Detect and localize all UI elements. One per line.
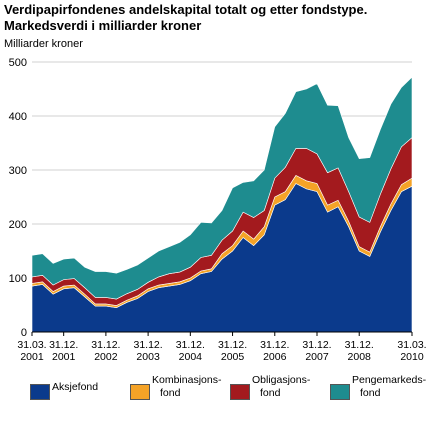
chart-axes: 010020030040050031.03.200131.12.200131.1… <box>9 57 427 363</box>
y-tick-label: 400 <box>9 111 27 123</box>
legend-label-aksjefond: Aksjefond <box>52 381 99 393</box>
x-tick-label: 31.12. <box>176 339 205 351</box>
stacked-area-chart: 010020030040050031.03.200131.12.200131.1… <box>9 57 427 363</box>
chart-areas <box>31 76 413 333</box>
x-tick-label: 31.12. <box>302 339 331 351</box>
legend-swatch-aksjefond <box>30 384 50 400</box>
legend-swatch-kombinasjonsfond <box>130 384 150 400</box>
x-tick-label: 2008 <box>348 351 372 363</box>
legend: Aksjefond Kombinasjons-fond Obligasjons-… <box>30 374 430 422</box>
legend-label-kombinasjonsfond: Kombinasjons-fond <box>152 374 222 399</box>
y-tick-label: 300 <box>9 165 27 177</box>
x-tick-label: 31.12. <box>91 339 120 351</box>
x-tick-label: 31.03. <box>397 339 426 351</box>
chart-title-line1: Verdipapirfondenes andelskapital totalt … <box>4 2 368 17</box>
y-tick-label: 100 <box>9 273 27 285</box>
x-tick-label: 2007 <box>305 351 329 363</box>
chart-title-line2: Markedsverdi i milliarder kroner <box>4 18 202 33</box>
x-tick-label: 2001 <box>20 351 44 363</box>
x-tick-label: 2002 <box>94 351 118 363</box>
y-tick-label: 200 <box>9 219 27 231</box>
x-tick-label: 31.12. <box>345 339 374 351</box>
y-tick-label: 0 <box>21 327 27 339</box>
chart-title: Verdipapirfondenes andelskapital totalt … <box>4 2 367 34</box>
y-axis-label: Milliarder kroner <box>4 38 83 50</box>
legend-swatch-obligasjonsfond <box>230 384 250 400</box>
legend-label-obligasjonsfond: Obligasjons-fond <box>252 374 311 399</box>
legend-swatch-pengemarkedsfond <box>330 384 350 400</box>
x-tick-label: 31.03. <box>17 339 46 351</box>
x-tick-label: 2005 <box>221 351 245 363</box>
x-tick-label: 2006 <box>263 351 287 363</box>
x-tick-label: 2001 <box>52 351 76 363</box>
area-pengemarkedsfond <box>31 76 413 300</box>
legend-label-pengemarkedsfond: Pengemarkeds-fond <box>352 374 427 399</box>
x-tick-label: 2003 <box>136 351 160 363</box>
x-tick-label: 2010 <box>400 351 424 363</box>
x-tick-label: 2004 <box>179 351 203 363</box>
x-tick-label: 31.12. <box>134 339 163 351</box>
x-tick-label: 31.12. <box>218 339 247 351</box>
x-tick-label: 31.12. <box>260 339 289 351</box>
y-tick-label: 500 <box>9 57 27 69</box>
x-tick-label: 31.12. <box>49 339 78 351</box>
